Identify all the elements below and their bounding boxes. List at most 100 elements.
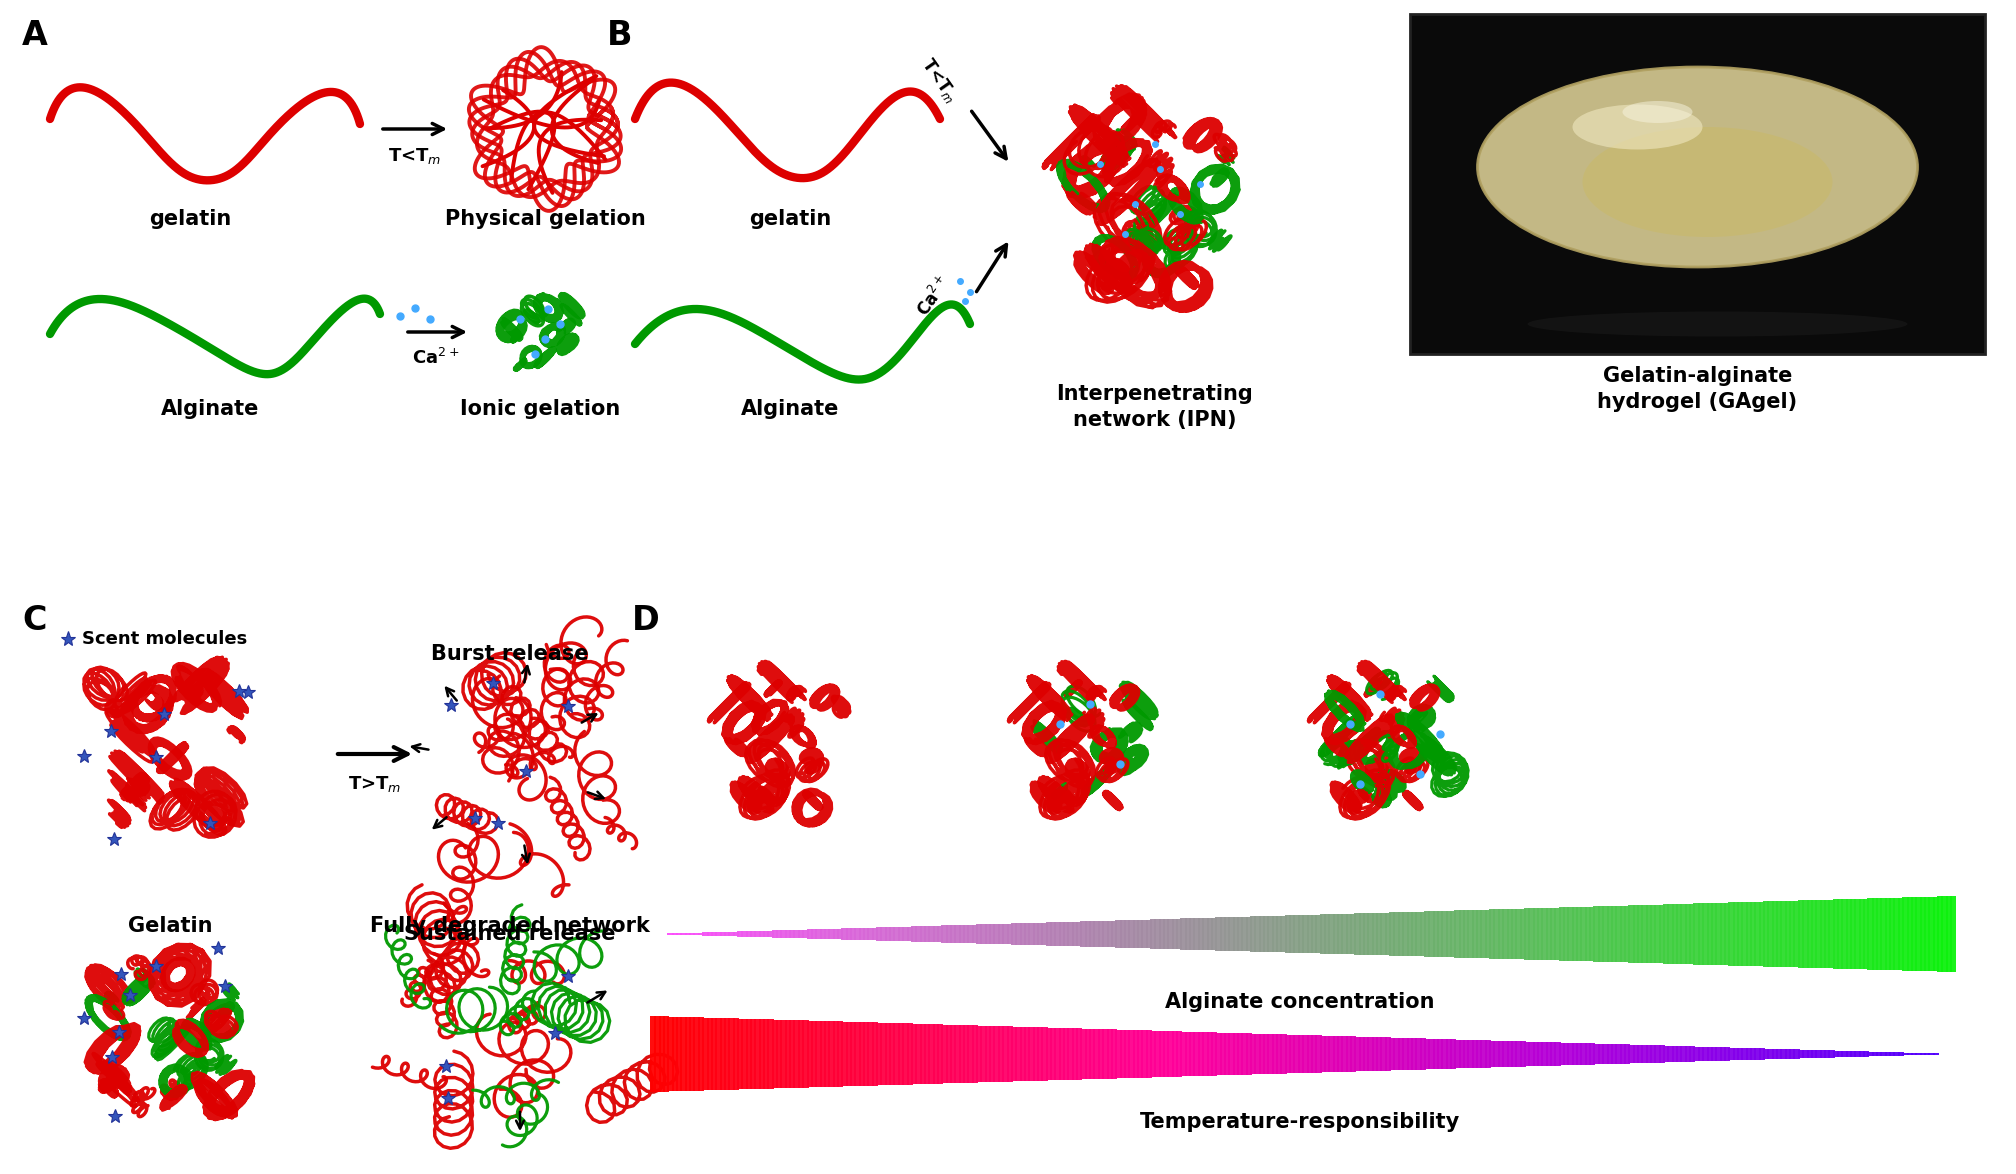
Bar — [833, 1021, 839, 1087]
Bar — [841, 929, 847, 939]
Text: Alginate concentration: Alginate concentration — [1165, 992, 1435, 1012]
Bar — [1415, 1038, 1421, 1070]
Bar — [702, 932, 708, 936]
Bar — [1445, 911, 1452, 957]
Bar — [1220, 917, 1226, 951]
Bar — [728, 932, 734, 937]
Bar — [1377, 912, 1383, 956]
Bar — [1581, 906, 1587, 962]
Bar — [814, 929, 823, 939]
Bar — [671, 933, 677, 935]
Bar — [1224, 917, 1230, 951]
Bar — [980, 1026, 986, 1082]
Bar — [821, 929, 827, 939]
Bar — [1794, 1050, 1800, 1059]
Bar — [675, 933, 683, 935]
Bar — [1772, 902, 1778, 967]
Bar — [1867, 898, 1873, 970]
Bar — [1572, 908, 1579, 962]
Bar — [1490, 910, 1496, 958]
Bar — [1228, 1033, 1234, 1075]
Bar — [1772, 1048, 1778, 1059]
Bar — [1897, 898, 1905, 971]
Bar — [885, 1023, 891, 1085]
Bar — [1542, 1043, 1548, 1066]
Bar — [1554, 1043, 1560, 1066]
Bar — [706, 1018, 714, 1091]
Bar — [937, 1025, 943, 1084]
Bar — [1441, 1039, 1447, 1068]
Bar — [1107, 920, 1113, 947]
Bar — [810, 1020, 816, 1087]
Bar — [1119, 1030, 1125, 1078]
Bar — [1028, 923, 1034, 945]
Bar — [1185, 918, 1191, 950]
Bar — [907, 926, 913, 942]
Bar — [1716, 1047, 1722, 1061]
Ellipse shape — [1478, 67, 1917, 266]
Bar — [1728, 903, 1734, 965]
Bar — [1081, 922, 1087, 946]
Bar — [758, 1019, 764, 1088]
Bar — [1397, 1038, 1405, 1071]
Bar — [1050, 923, 1056, 946]
Bar — [1494, 1040, 1500, 1067]
Bar — [1933, 897, 1939, 972]
Text: gelatin: gelatin — [748, 209, 831, 229]
Bar — [1806, 900, 1812, 967]
Bar — [1742, 1048, 1748, 1060]
Bar — [1667, 904, 1673, 964]
Bar — [845, 1021, 853, 1086]
Bar — [1129, 1030, 1135, 1078]
Bar — [1681, 1046, 1687, 1061]
Bar — [1532, 909, 1538, 960]
Bar — [867, 927, 873, 940]
Bar — [889, 927, 895, 942]
Bar — [960, 1025, 966, 1082]
Bar — [1258, 1034, 1264, 1074]
Bar — [1768, 1048, 1774, 1059]
Bar — [1641, 905, 1647, 963]
Bar — [941, 1025, 948, 1084]
Bar — [1468, 1040, 1474, 1068]
Bar — [1528, 1041, 1534, 1066]
Bar — [1337, 1037, 1343, 1072]
Bar — [855, 1023, 861, 1086]
Bar — [724, 1018, 730, 1089]
Bar — [1685, 904, 1691, 964]
Text: Alginate: Alginate — [161, 399, 260, 419]
Ellipse shape — [1583, 127, 1833, 237]
Bar — [806, 1020, 812, 1087]
Bar — [859, 1023, 865, 1086]
Bar — [1280, 1034, 1286, 1073]
Bar — [1220, 1033, 1226, 1075]
Bar — [1468, 910, 1474, 958]
Bar — [1159, 1031, 1165, 1077]
Bar — [1314, 915, 1322, 953]
Bar — [933, 926, 939, 943]
Bar — [1276, 916, 1282, 952]
Bar — [1002, 924, 1008, 944]
Bar — [915, 1024, 921, 1085]
Bar — [1712, 1047, 1718, 1061]
Bar — [1206, 1032, 1214, 1075]
Bar — [1746, 1048, 1752, 1060]
Bar — [1077, 922, 1083, 946]
Bar — [1093, 1028, 1101, 1079]
Bar — [1837, 1051, 1843, 1058]
Bar — [1520, 1041, 1526, 1067]
Bar — [837, 1021, 843, 1086]
Bar — [1385, 1038, 1391, 1071]
Bar — [1377, 1037, 1383, 1071]
Text: Sustained release: Sustained release — [405, 924, 615, 944]
Bar — [1359, 1037, 1365, 1072]
Bar — [1306, 1035, 1312, 1073]
Bar — [1867, 1052, 1873, 1057]
Bar — [980, 924, 986, 944]
Bar — [746, 1019, 752, 1089]
Bar — [1407, 912, 1413, 956]
Bar — [1550, 908, 1556, 960]
Bar — [1310, 1035, 1316, 1073]
Bar — [1089, 922, 1095, 947]
Bar — [1272, 1034, 1278, 1074]
